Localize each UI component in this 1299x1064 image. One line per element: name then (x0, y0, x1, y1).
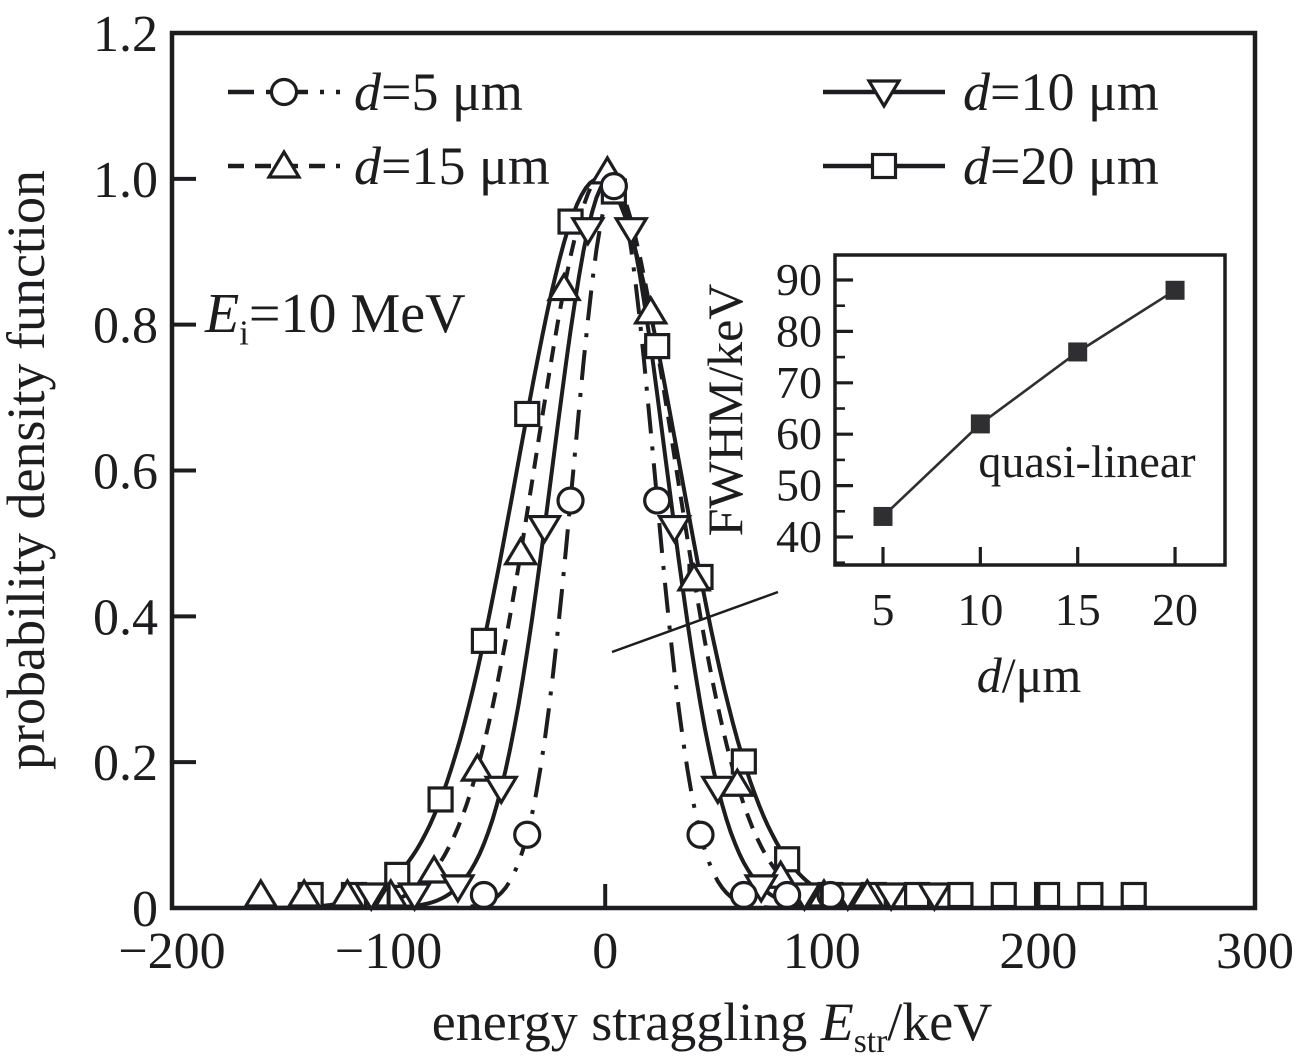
square-marker (470, 627, 498, 654)
inset-x-tick-label: 15 (1055, 584, 1101, 635)
inset-y-tick-label: 50 (776, 460, 822, 511)
x-tick-label: −100 (335, 923, 442, 980)
triangle-down-marker (700, 775, 736, 806)
inset-x-tick-label: 20 (1152, 584, 1198, 635)
y-tick-label: 0.6 (93, 444, 158, 501)
legend-triangle-up-marker (266, 148, 302, 179)
triangle-down-marker (353, 882, 390, 913)
inset-y-axis-title: FWHM/keV (697, 284, 753, 537)
circle-marker (643, 486, 672, 515)
triangle-down-marker (570, 217, 606, 247)
annotation-incident-energy: Ei=10 MeV (204, 283, 466, 352)
axis-ticks (170, 31, 1257, 910)
triangle-down-marker (613, 217, 650, 247)
square-marker (1120, 881, 1147, 909)
legend: d=5 μm d=10 μm d=15 μm d=20 μm (228, 62, 1159, 196)
circle-marker (686, 820, 715, 849)
legend-item-d-20: d=20 μm (823, 136, 1159, 196)
inset-frame (833, 253, 1227, 567)
inset-y-tick-label: 80 (776, 305, 822, 356)
triangle-up-marker (676, 561, 712, 592)
inset-filled-square-marker (1068, 342, 1088, 362)
legend-label-d-15: d=15 μm (354, 136, 550, 196)
square-marker (990, 881, 1017, 909)
triangle-up-marker (632, 294, 669, 325)
inset-y-tick-label: 60 (776, 408, 822, 459)
circle-marker (773, 880, 802, 910)
triangle-up-marker (459, 752, 496, 782)
y-axis-title: probability density function (0, 170, 56, 770)
triangle-down-marker (873, 882, 909, 913)
circle-marker (513, 820, 542, 849)
square-marker (427, 786, 454, 813)
circle-marker (599, 172, 628, 201)
square-marker (730, 748, 757, 775)
triangle-up-marker (546, 271, 582, 302)
y-tick-label: 0.2 (93, 735, 158, 792)
square-marker (1077, 881, 1104, 909)
x-tick-label: 300 (1216, 923, 1294, 980)
y-tick-label: 0 (132, 881, 158, 938)
circle-marker (729, 880, 758, 910)
inset-filled-square-marker (970, 414, 990, 434)
inset-y-tick-label: 90 (776, 254, 822, 305)
inset-y-tick-label: 70 (776, 357, 822, 408)
y-tick-label: 0.4 (93, 589, 158, 646)
circle-marker (556, 486, 585, 515)
legend-triangle-down-marker (866, 79, 902, 110)
inset-leader-line (611, 590, 779, 654)
square-marker (514, 400, 541, 428)
legend-square-marker (870, 152, 898, 180)
inset-annotation-quasi-linear: quasi-linear (978, 436, 1195, 487)
circle-marker (469, 880, 499, 910)
square-marker (947, 881, 974, 909)
triangle-down-marker (396, 882, 433, 913)
triangle-down-marker (483, 775, 520, 806)
triangle-down-marker (440, 874, 476, 904)
triangle-down-marker (916, 882, 953, 913)
triangle-up-marker (502, 535, 539, 566)
x-tick-label: 0 (592, 923, 618, 980)
inset-filled-square-marker (1165, 280, 1185, 300)
legend-item-d-15: d=15 μm (228, 136, 550, 196)
inset-x-tick-label: 5 (872, 584, 895, 635)
square-marker (644, 333, 671, 360)
y-tick-label: 1.0 (93, 152, 158, 209)
legend-label-d-10: d=10 μm (963, 62, 1159, 122)
inset-filled-square-marker (873, 506, 893, 526)
legend-label-d-5: d=5 μm (354, 62, 523, 122)
x-tick-label: 200 (999, 923, 1077, 980)
legend-item-d-5: d=5 μm (228, 62, 523, 122)
triangle-down-marker (656, 514, 693, 545)
legend-item-d-10: d=10 μm (823, 62, 1159, 122)
inset-y-tick-label: 40 (776, 511, 822, 562)
inset-x-axis-title: d/μm (977, 647, 1082, 703)
triangle-down-marker (526, 514, 563, 545)
y-tick-label: 0.8 (93, 298, 158, 355)
x-axis-title: energy straggling Estr/keV (432, 992, 992, 1060)
inset-x-tick-label: 10 (957, 584, 1003, 635)
inset-data-line (882, 289, 1176, 518)
x-tick-label: 100 (783, 923, 861, 980)
legend-circle-marker (269, 77, 299, 107)
y-tick-label: 1.2 (93, 6, 158, 63)
x-tick-label: −200 (118, 923, 225, 980)
legend-label-d-20: d=20 μm (963, 136, 1159, 196)
